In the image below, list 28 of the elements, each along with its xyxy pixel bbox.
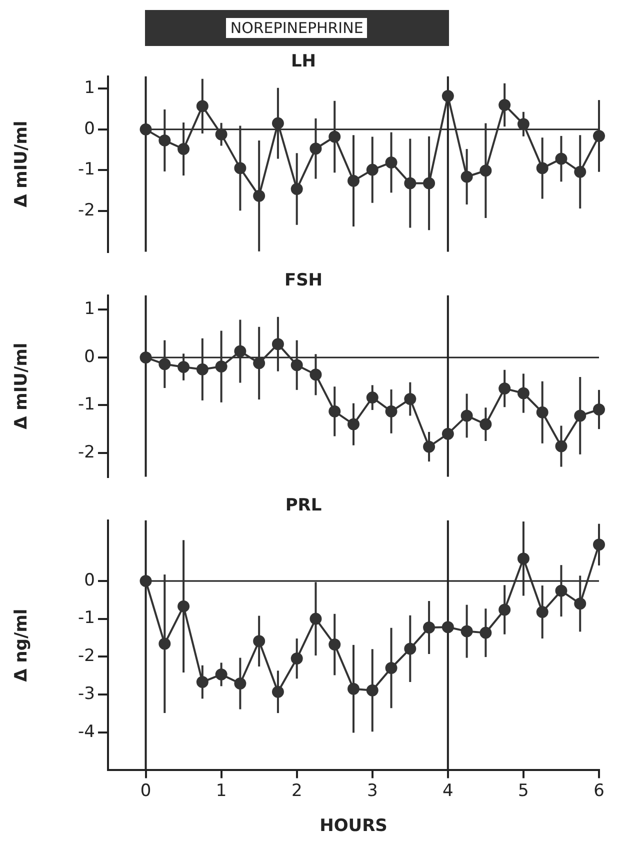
y-tick-label: -3 (78, 684, 95, 704)
y-tick-label: -2 (78, 200, 95, 220)
y-tick-label: -1 (78, 160, 95, 180)
y-axis-title: Δ mIU/ml (12, 120, 32, 208)
x-tick-label: 3 (366, 780, 378, 801)
y-tick-label: 1 (84, 78, 95, 98)
x-tick-label: 4 (442, 780, 454, 801)
x-tick-label: 0 (140, 780, 152, 801)
y-tick-label: 0 (84, 118, 95, 139)
chart-title: FSH (284, 270, 323, 291)
y-tick-label: 0 (84, 346, 95, 367)
chart-title: LH (290, 52, 316, 72)
y-tick-label: 1 (84, 299, 95, 320)
x-tick-label: 1 (216, 780, 227, 801)
y-tick-label: -2 (78, 646, 95, 666)
x-tick-label: 6 (594, 780, 604, 801)
y-tick-label: -2 (78, 442, 95, 462)
x-axis-title: HOURS (320, 816, 388, 836)
y-tick-label: -1 (78, 608, 95, 628)
label-box: NOREPINEPHRINE (144, 10, 449, 46)
y-tick-label: 0 (84, 570, 95, 590)
y-tick-label: -4 (78, 722, 95, 742)
x-tick-label: 5 (518, 780, 529, 801)
y-tick-label: -1 (78, 394, 95, 415)
chart-title: PRL (285, 496, 322, 516)
x-tick-label: 2 (291, 780, 302, 801)
y-axis-title: Δ mIU/ml (12, 342, 32, 430)
y-axis-title: Δ ng/ml (12, 608, 32, 682)
